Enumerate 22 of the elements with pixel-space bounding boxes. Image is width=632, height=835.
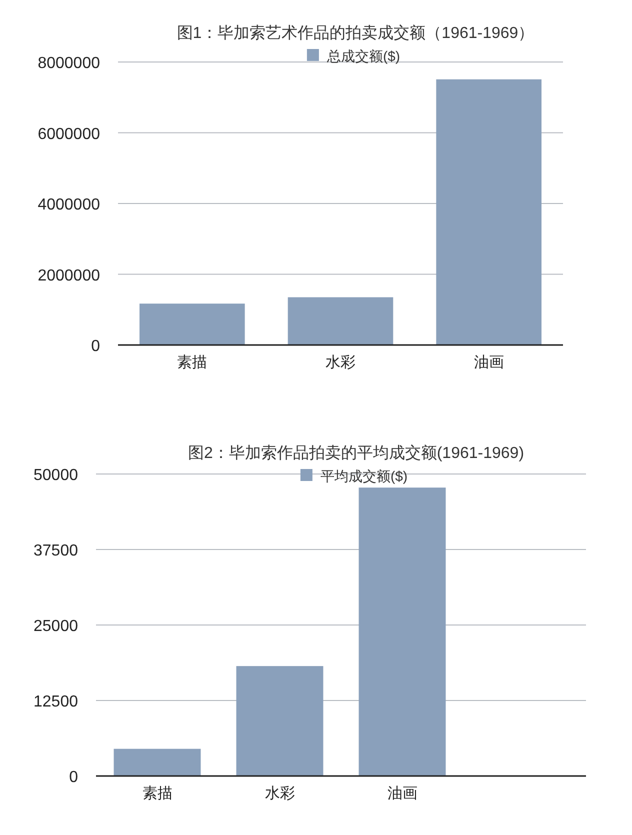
- y-tick-label: 6000000: [38, 126, 100, 143]
- legend: 平均成交额($): [300, 468, 408, 484]
- y-tick-label: 50000: [34, 467, 78, 484]
- x-tick-label: 油画: [387, 785, 418, 802]
- y-tick-label: 12500: [34, 694, 78, 710]
- legend-label: 平均成交额($): [320, 468, 408, 484]
- chart-title: 图2：毕加索作品拍卖的平均成交额(1961-1969): [188, 444, 524, 462]
- legend-label: 总成交额($): [326, 48, 400, 64]
- x-tick-label: 油画: [474, 354, 504, 371]
- chart-title: 图1：毕加索艺术作品的拍卖成交额（1961-1969）: [176, 24, 534, 42]
- y-tick-label: 25000: [34, 618, 78, 635]
- y-tick-label: 8000000: [38, 55, 100, 72]
- y-tick-label: 0: [91, 338, 100, 355]
- x-tick-label: 素描: [177, 354, 208, 371]
- legend: 总成交额($): [306, 48, 400, 64]
- x-tick-label: 素描: [142, 785, 172, 802]
- y-tick-label: 4000000: [38, 196, 100, 214]
- y-tick-label: 37500: [34, 542, 78, 560]
- y-tick-label: 2000000: [38, 267, 100, 284]
- y-tick-label: 0: [69, 769, 78, 786]
- x-tick-label: 水彩: [326, 354, 356, 371]
- x-tick-label: 水彩: [264, 785, 295, 802]
